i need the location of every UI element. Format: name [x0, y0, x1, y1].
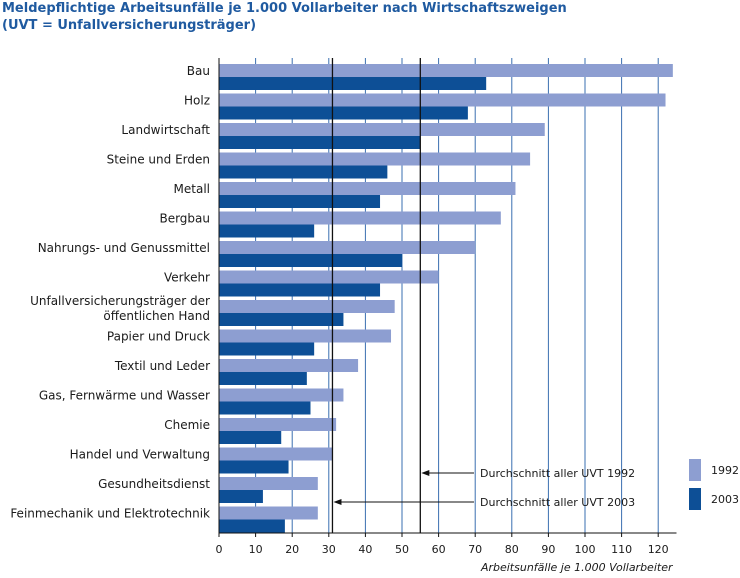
bar-2003-3 [219, 165, 388, 179]
category-label-3: Steine und Erden [107, 153, 210, 167]
average-label-1: Durchschnitt aller UVT 2003 [480, 496, 635, 509]
bar-1992-15 [219, 506, 318, 520]
bar-1992-10 [219, 359, 359, 372]
category-label-10: Textil und Leder [114, 359, 210, 373]
average-arrowhead-0 [421, 470, 430, 476]
bar-1992-14 [219, 477, 318, 490]
x-tick-label-50: 50 [395, 543, 409, 556]
category-label-1: Holz [184, 94, 210, 108]
x-tick-label-90: 90 [541, 543, 555, 556]
category-label-15: Feinmechanik und Elektrotechnik [10, 507, 210, 521]
category-label-12: Chemie [164, 418, 210, 432]
title-line-2: (UVT = Unfallversicherungsträger) [2, 18, 257, 33]
bar-1992-0 [219, 64, 673, 77]
category-label-2: Landwirtschaft [121, 123, 210, 137]
category-label-13: Handel und Verwaltung [70, 448, 210, 462]
bar-2003-13 [219, 460, 289, 474]
bar-2003-8 [219, 313, 344, 326]
category-label-0: Bau [187, 64, 210, 78]
category-label-6: Nahrungs- und Genussmittel [38, 241, 210, 255]
x-tick-label-60: 60 [432, 543, 446, 556]
legend-swatch-2003 [689, 488, 701, 510]
x-tick-label-100: 100 [575, 543, 596, 556]
bar-2003-0 [219, 77, 487, 90]
legend-swatch-1992 [689, 459, 701, 481]
bar-1992-12 [219, 418, 337, 431]
bar-1992-11 [219, 388, 344, 402]
bar-1992-8 [219, 300, 395, 313]
bar-1992-6 [219, 241, 476, 254]
x-tick-label-10: 10 [249, 543, 263, 556]
category-label-8-1: öffentlichen Hand [103, 309, 210, 323]
category-label-9: Papier und Druck [107, 330, 210, 344]
bar-1992-1 [219, 93, 666, 107]
bar-1992-3 [219, 152, 531, 166]
bar-2003-11 [219, 401, 311, 415]
bar-1992-5 [219, 211, 501, 225]
chart-title: Meldepflichtige Arbeitsunfälle je 1.000 … [2, 0, 567, 34]
category-label-8-0: Unfallversicherungsträger der [30, 294, 210, 308]
x-tick-label-70: 70 [468, 543, 482, 556]
bar-2003-4 [219, 195, 381, 208]
bar-1992-13 [219, 447, 333, 461]
average-lines: Durchschnitt aller UVT 1992 Durchschnitt … [331, 58, 635, 533]
bar-2003-2 [219, 136, 421, 149]
category-label-4: Metall [174, 182, 210, 196]
category-label-5: Bergbau [159, 212, 210, 226]
category-label-7: Verkehr [164, 271, 210, 285]
x-tick-label-20: 20 [285, 543, 299, 556]
bar-2003-10 [219, 372, 307, 385]
average-arrowhead-1 [333, 499, 342, 505]
bar-2003-12 [219, 431, 282, 444]
x-tick-label-0: 0 [216, 543, 223, 556]
category-label-11: Gas, Fernwärme und Wasser [39, 389, 210, 403]
bar-1992-9 [219, 329, 392, 343]
bars [219, 64, 673, 533]
average-label-0: Durchschnitt aller UVT 1992 [480, 467, 635, 480]
legend-label-2003: 2003 [711, 493, 739, 506]
bar-2003-15 [219, 519, 285, 533]
x-tick-label-110: 110 [611, 543, 632, 556]
bar-2003-6 [219, 254, 402, 267]
bar-1992-2 [219, 123, 545, 136]
bar-2003-1 [219, 106, 468, 120]
x-axis: 0 10 20 30 40 50 60 70 80 90 100 110 120 Arbeitsunfäl… [216, 58, 677, 574]
x-tick-label-120: 120 [648, 543, 669, 556]
title-line-1: Meldepflichtige Arbeitsunfälle je 1.000 … [2, 1, 567, 16]
bar-1992-7 [219, 270, 439, 284]
x-tick-label-80: 80 [505, 543, 519, 556]
category-labels: Bau Holz Landwirtschaft Steine und Erden Met… [10, 64, 210, 521]
bar-1992-4 [219, 182, 516, 195]
category-label-14: Gesundheitsdienst [98, 477, 210, 491]
bar-2003-5 [219, 224, 315, 238]
bar-2003-9 [219, 342, 315, 356]
bar-2003-14 [219, 490, 263, 503]
legend-label-1992: 1992 [711, 464, 739, 477]
x-tick-label-40: 40 [358, 543, 372, 556]
x-tick-label-30: 30 [322, 543, 336, 556]
legend: 1992 2003 [689, 459, 739, 510]
x-axis-label: Arbeitsunfälle je 1.000 Vollarbeiter [480, 561, 674, 574]
bar-2003-7 [219, 283, 381, 297]
